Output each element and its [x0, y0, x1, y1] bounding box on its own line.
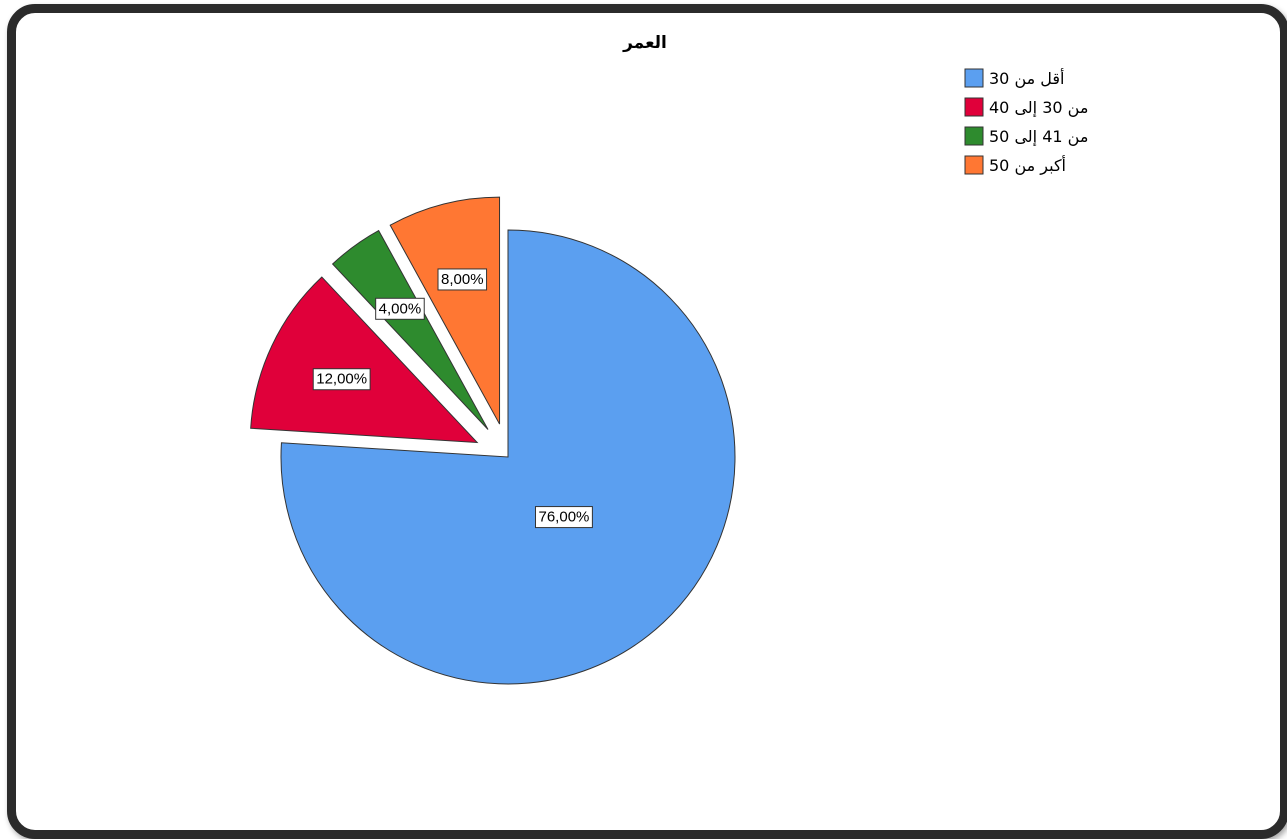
- pie-slice-2: [250, 276, 479, 444]
- data-label-2: 12,00%: [312, 368, 371, 391]
- data-label-3: 4,00%: [375, 297, 425, 320]
- legend-swatch: [964, 126, 984, 146]
- legend-item-4: أكبر من 50: [964, 155, 1066, 176]
- data-label-box: [535, 506, 593, 529]
- data-label-box: [437, 268, 488, 291]
- data-label-4: 8,00%: [437, 268, 488, 291]
- legend-label: من 30 إلى 40: [989, 98, 1088, 118]
- pie-slices: [250, 196, 736, 685]
- legend: أقل من 30 من 30 إلى 40 من 41 إلى 50 أكبر من…: [964, 68, 1088, 176]
- legend-swatch: [964, 68, 984, 88]
- data-label-text: 8,00%: [441, 271, 484, 288]
- legend-item-3: من 41 إلى 50: [964, 126, 1088, 147]
- pie-slice-4: [389, 196, 501, 425]
- pie-slice-1: [280, 229, 736, 685]
- legend-label: أكبر من 50: [989, 155, 1066, 176]
- pie-slice-3: [331, 229, 489, 430]
- data-label-box: [312, 368, 371, 391]
- pie-data-labels: 76,00% 12,00% 4,00% 8,00%: [312, 268, 593, 529]
- legend-item-2: من 30 إلى 40: [964, 97, 1088, 118]
- legend-label: أقل من 30: [989, 68, 1065, 89]
- legend-item-1: أقل من 30: [964, 68, 1065, 89]
- data-label-text: 12,00%: [316, 371, 367, 388]
- data-label-text: 4,00%: [379, 300, 422, 317]
- data-label-box: [375, 297, 425, 320]
- legend-swatch: [964, 155, 984, 175]
- legend-label: من 41 إلى 50: [989, 127, 1088, 147]
- data-label-1: 76,00%: [535, 506, 593, 529]
- legend-swatch: [964, 97, 984, 117]
- chart-title: العمر: [622, 33, 667, 53]
- data-label-text: 76,00%: [539, 509, 590, 526]
